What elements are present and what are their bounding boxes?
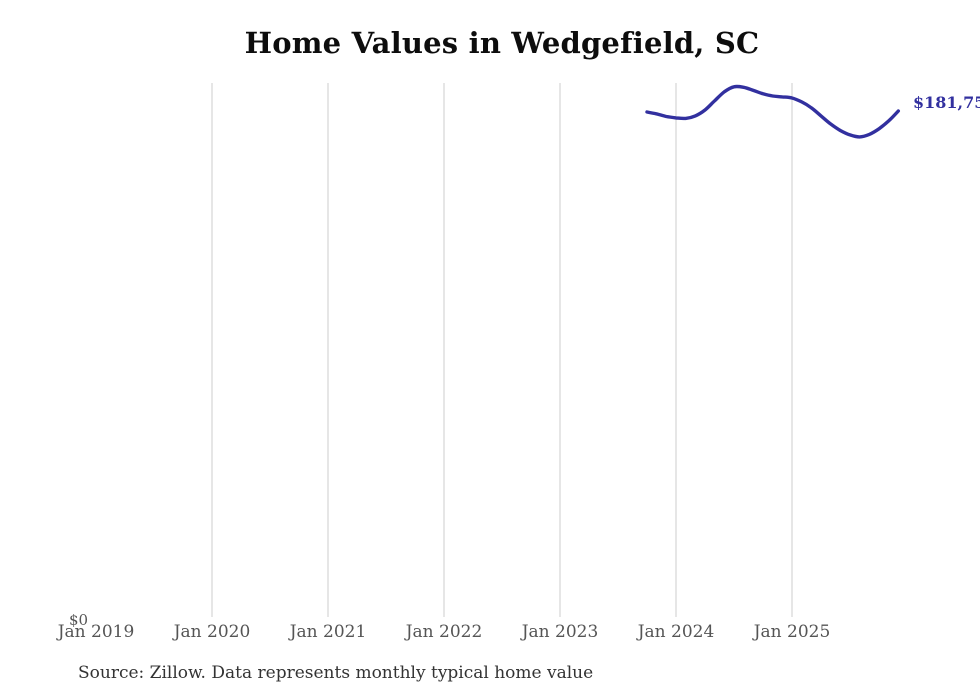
x-tick-label: Jan 2025 xyxy=(753,622,831,642)
line-end-value-label: $181,750 xyxy=(913,93,980,112)
x-tick-label: Jan 2020 xyxy=(173,622,251,642)
x-tick-label: Jan 2021 xyxy=(289,622,367,642)
x-tick-label: Jan 2024 xyxy=(637,622,715,642)
y-axis-zero-label: $0 xyxy=(69,611,89,629)
x-tick-label: Jan 2023 xyxy=(521,622,599,642)
home-value-line xyxy=(645,84,900,139)
x-tick-label: Jan 2022 xyxy=(405,622,483,642)
x-tick-label: Jan 2019 xyxy=(57,622,135,642)
source-note: Source: Zillow. Data represents monthly … xyxy=(78,663,594,683)
chart-title: Home Values in Wedgefield, SC xyxy=(244,26,760,60)
